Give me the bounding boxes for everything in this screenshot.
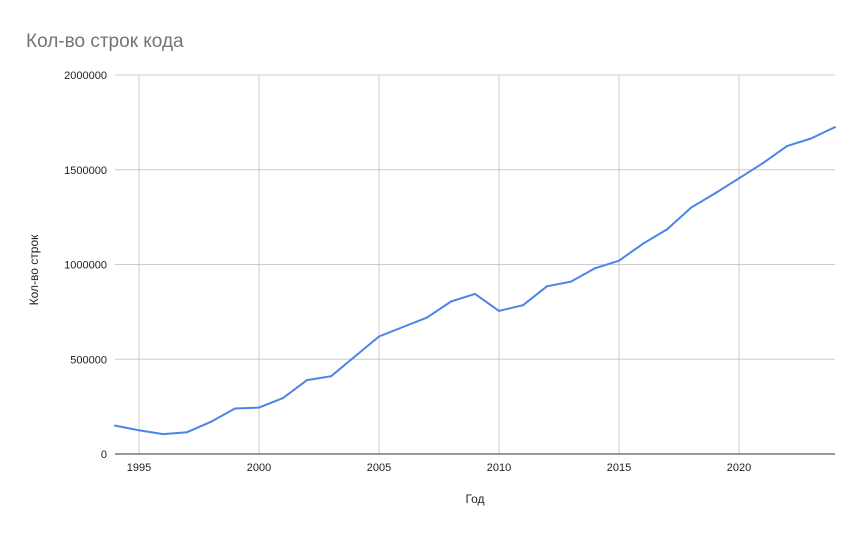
data-point [786, 145, 788, 148]
x-tick-label: 2005 [367, 462, 391, 474]
series-group [114, 126, 836, 436]
data-point [162, 433, 164, 436]
x-axis-label: Год [465, 492, 484, 506]
data-point [210, 420, 212, 423]
y-gridlines [115, 74, 835, 360]
data-point [234, 407, 236, 410]
data-point [186, 431, 188, 434]
x-tick-label: 2020 [727, 462, 751, 474]
x-tick-label: 2015 [607, 462, 631, 474]
data-point [594, 267, 596, 270]
chart-title: Кол-во строк кода [26, 31, 184, 52]
data-point [714, 192, 716, 195]
data-point [258, 406, 260, 409]
x-tick-label: 2010 [487, 462, 511, 474]
data-point [498, 309, 500, 312]
data-point [690, 206, 692, 209]
data-point [450, 300, 452, 303]
y-tick-label: 1500000 [64, 165, 107, 177]
data-point [834, 126, 836, 129]
series-line [114, 126, 836, 436]
data-point [354, 355, 356, 358]
data-point [618, 259, 620, 262]
data-point [114, 424, 116, 427]
y-tick-label: 2000000 [64, 70, 107, 82]
data-point [666, 228, 668, 231]
y-tick-label: 500000 [70, 354, 107, 366]
data-point [426, 316, 428, 319]
x-tick-label: 2000 [247, 462, 271, 474]
x-tick-label: 1995 [127, 462, 151, 474]
data-point [378, 335, 380, 338]
y-tick-labels: 0 500000 1000000 1500000 2000000 [64, 70, 107, 461]
y-tick-label: 0 [101, 449, 107, 461]
data-point [138, 429, 140, 432]
data-point [282, 397, 284, 400]
y-axis-label: Кол-во строк [27, 234, 41, 305]
data-point [522, 304, 524, 307]
data-point [762, 162, 764, 165]
y-tick-label: 1000000 [64, 260, 107, 272]
data-point [642, 242, 644, 245]
data-point [810, 137, 812, 140]
data-point [306, 379, 308, 382]
data-point [570, 280, 572, 283]
data-point [474, 292, 476, 295]
data-point [738, 177, 740, 180]
data-point [546, 285, 548, 288]
data-point [402, 326, 404, 329]
x-tick-labels: 1995 2000 2005 2010 2015 2020 [127, 462, 751, 474]
data-point [330, 375, 332, 378]
